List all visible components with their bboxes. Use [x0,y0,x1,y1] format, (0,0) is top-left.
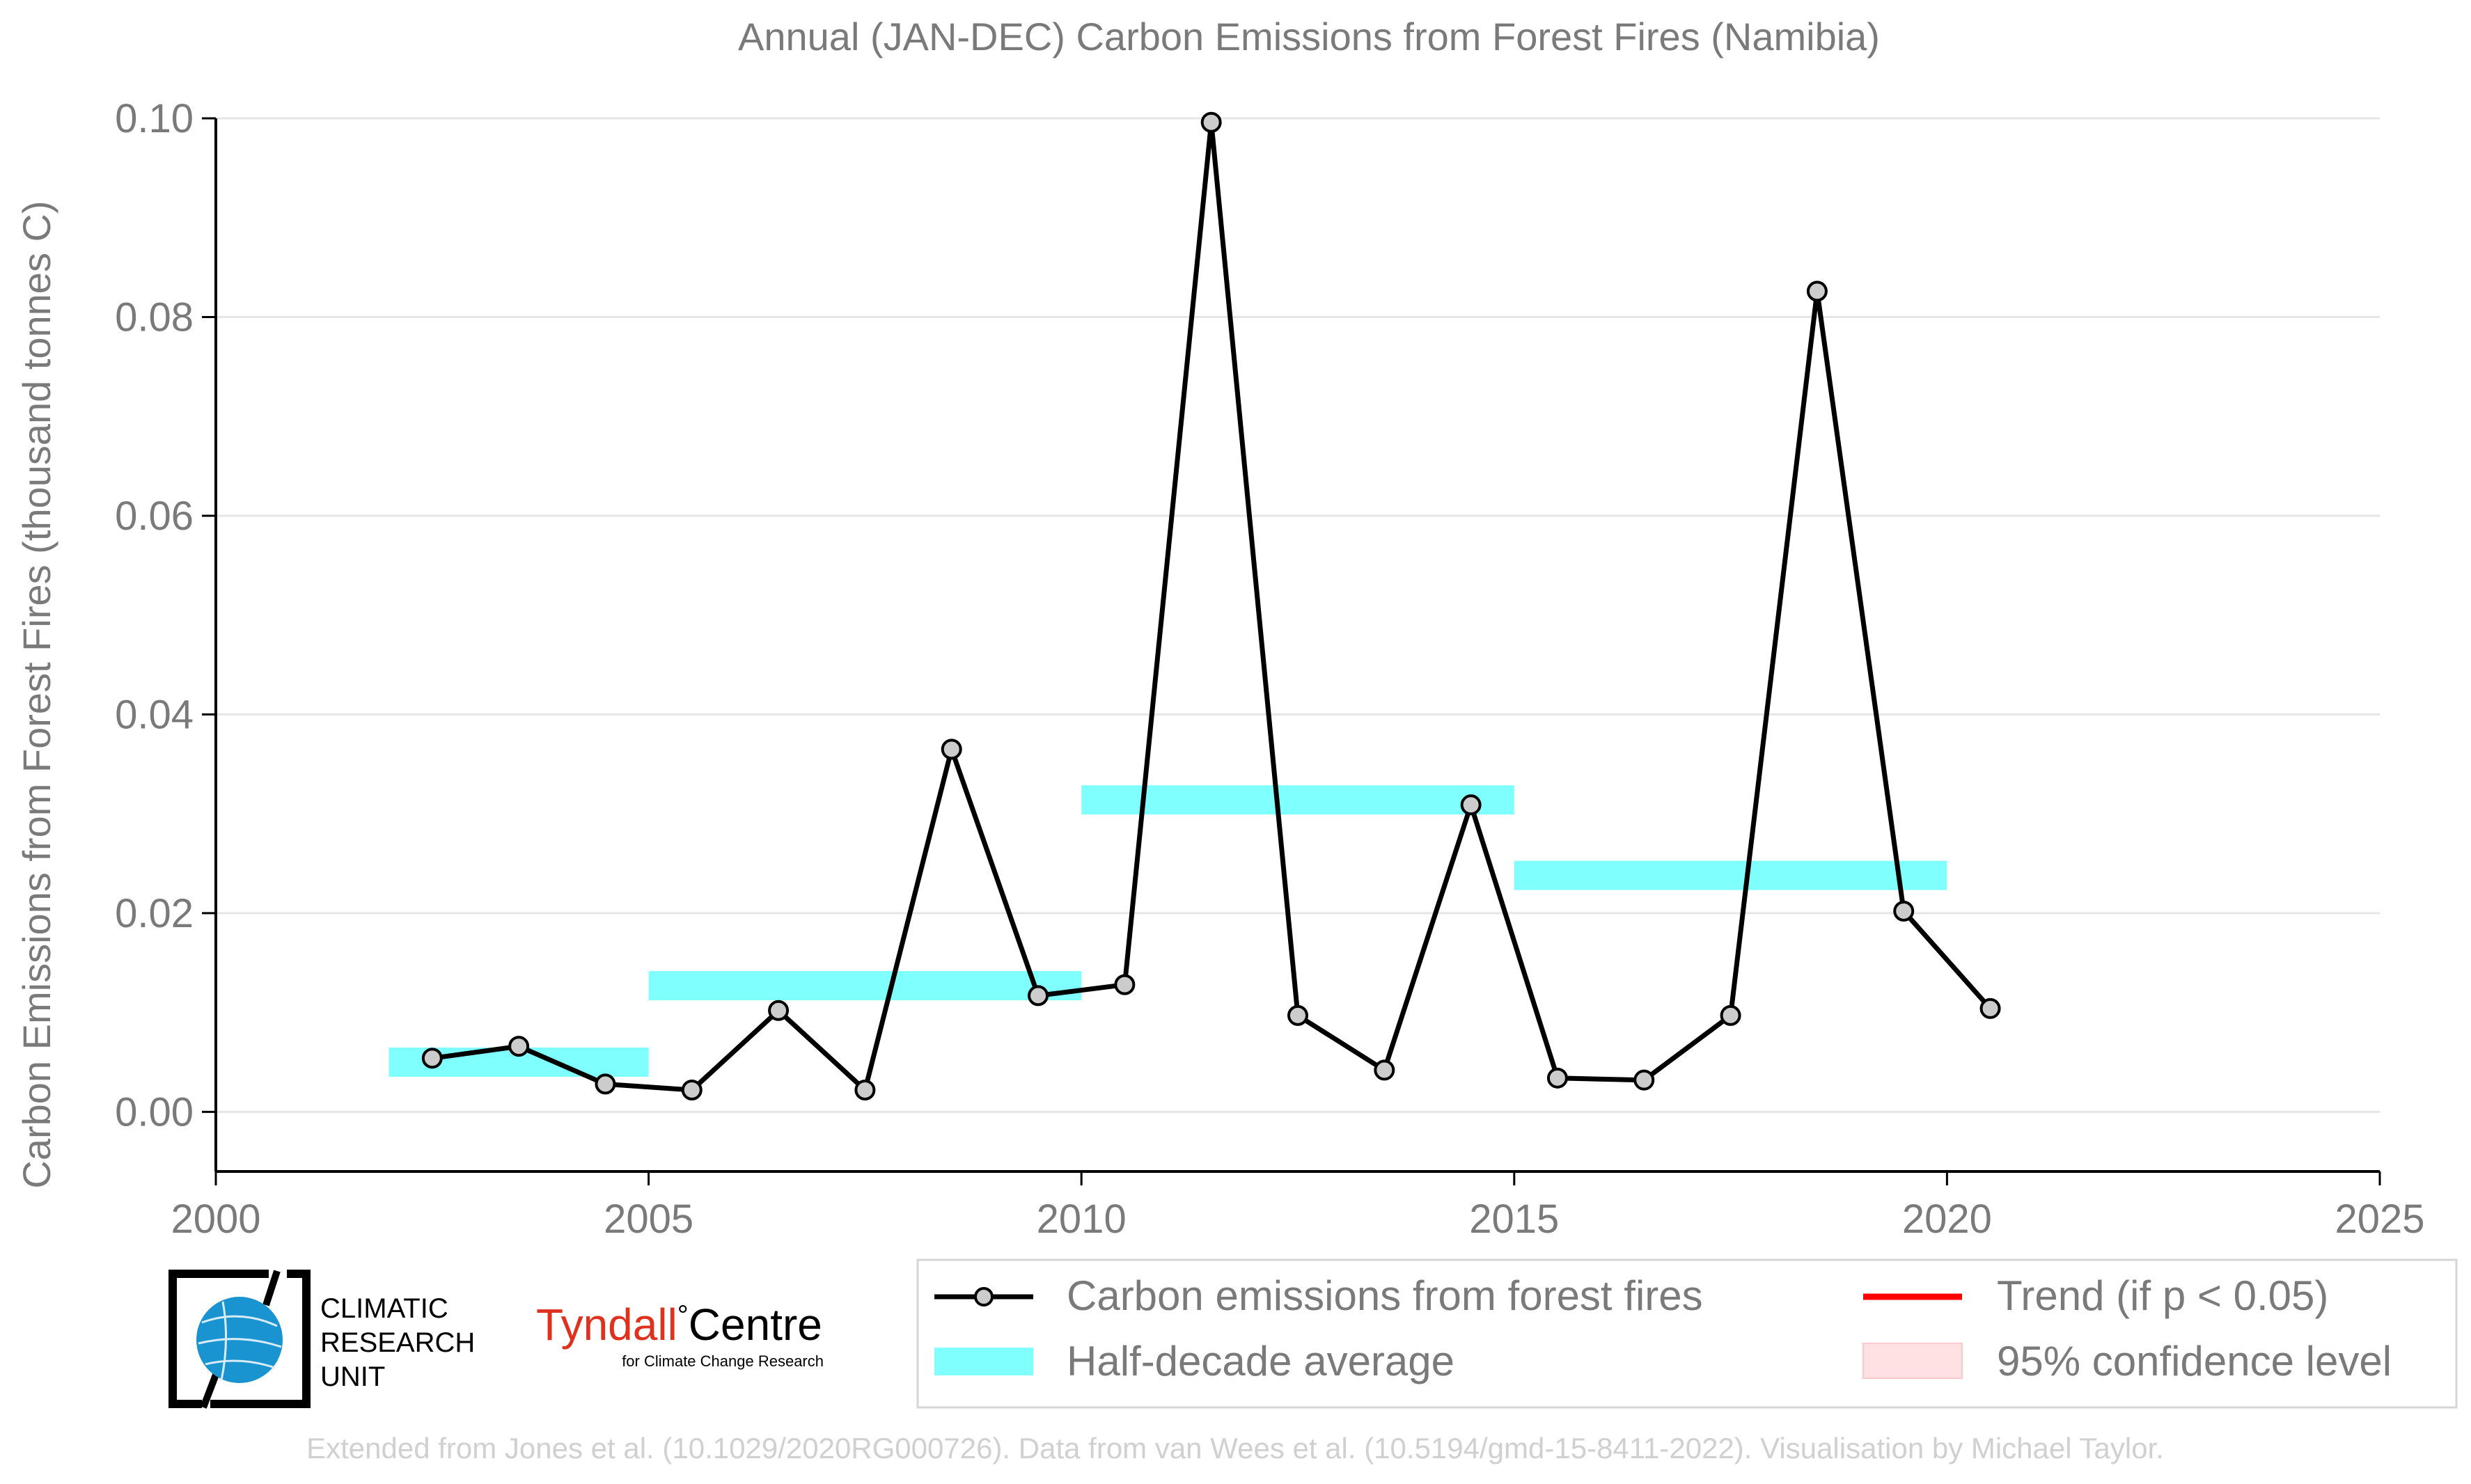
cru-logo-line-2: RESEARCH [320,1327,475,1358]
y-tick-labels: 0.00 0.02 0.04 0.06 0.08 0.10 [115,96,194,1135]
data-point [1287,1004,1308,1026]
half-decade-bar [1081,785,1514,815]
cru-logo-line-3: UNIT [320,1361,385,1392]
series-line [432,120,1993,1093]
x-tick-label: 2015 [1469,1197,1559,1242]
credit-line: Extended from Jones et al. (10.1029/2020… [306,1432,2164,1465]
half-decade-bar [1514,860,1947,890]
chart-title: Annual (JAN-DEC) Carbon Emissions from F… [738,15,1880,58]
legend-frame [916,1258,2458,1409]
data-point [508,1036,530,1057]
data-point [1633,1069,1655,1091]
data-point [1460,794,1482,816]
cru-logo: CLIMATIC RESEARCH UNIT [168,1270,475,1409]
legend-marker-icon [974,1287,994,1307]
tyndall-logo: Tyndall°Centre for Climate Change Resear… [536,1300,824,1370]
legend-confidence-icon [1862,1343,1963,1379]
cru-logo-globe-lines-icon [198,1301,282,1381]
cru-logo-bracket-icon [168,1270,269,1408]
cru-logo-bracket-right-icon [210,1270,311,1408]
data-point [421,1048,443,1069]
x-tick-labels: 2000 2005 2010 2015 2020 2025 [171,1197,2424,1242]
data-point [595,1073,616,1095]
y-tick-label: 0.10 [115,96,194,141]
x-tick-label: 2020 [1902,1197,1992,1242]
data-point [768,1000,790,1021]
y-tick-label: 0.04 [115,692,194,737]
legend: Carbon emissions from forest fires Trend… [916,1258,2458,1409]
legend-label-trend: Trend (if p < 0.05) [1997,1272,2328,1319]
gridlines [202,117,2380,1113]
legend-label-confidence: 95% confidence level [1997,1338,2392,1384]
data-point [1720,1004,1741,1026]
x-tick-label: 2025 [2335,1197,2424,1242]
cru-logo-slash-icon [200,1270,281,1409]
data-point [941,739,962,760]
cru-logo-line-1: CLIMATIC [320,1293,448,1324]
legend-label-average: Half-decade average [1067,1338,1454,1384]
emissions-markers [421,111,2001,1100]
y-tick-label: 0.00 [115,1089,194,1135]
data-point [1114,974,1136,995]
data-point [1374,1059,1395,1081]
data-point [1893,901,1915,922]
legend-band-icon [934,1348,1033,1375]
y-tick-label: 0.06 [115,494,194,539]
data-point [681,1079,703,1100]
half-decade-bar [648,971,1082,1001]
data-point [1028,985,1049,1007]
y-tick-label: 0.08 [115,294,194,340]
x-tick-label: 2000 [171,1197,260,1242]
axes [214,118,2381,1185]
x-tick-label: 2005 [604,1197,693,1242]
tyndall-logo-subtitle: for Climate Change Research [622,1352,824,1370]
emissions-line [432,120,1993,1093]
data-point [1806,281,1828,302]
data-point [1200,111,1222,133]
x-tick-label: 2010 [1037,1197,1127,1242]
data-point [1546,1067,1568,1089]
tyndall-logo-text: Tyndall°Centre [536,1300,822,1350]
y-axis-label: Carbon Emissions from Forest Fires (thou… [15,200,58,1188]
legend-label-emissions: Carbon emissions from forest fires [1067,1272,1703,1319]
half-decade-average-bars [389,785,1947,1077]
y-tick-label: 0.02 [115,891,194,936]
data-point [1979,997,2001,1019]
data-point [854,1079,876,1100]
